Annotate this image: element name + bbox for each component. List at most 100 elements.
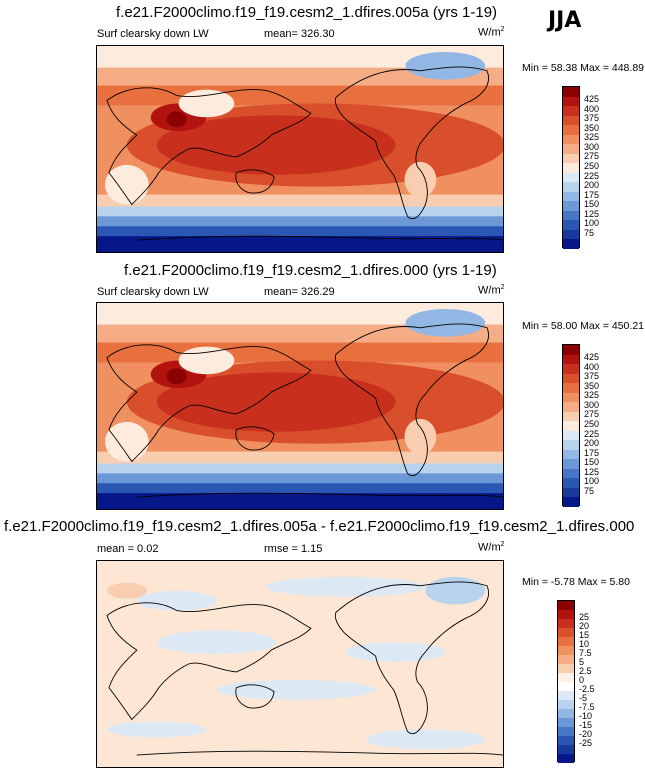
colorbar-swatch <box>558 619 574 628</box>
colorbar-swatch <box>558 610 574 619</box>
panel-1-map <box>96 45 504 253</box>
colorbar-tick-label: 0 <box>579 675 585 685</box>
colorbar-swatch <box>558 700 574 709</box>
colorbar-swatch <box>558 628 574 637</box>
colorbar-swatch <box>558 736 574 745</box>
colorbar-tick-label: 350 <box>584 122 600 133</box>
colorbar-swatch <box>563 411 579 422</box>
colorbar-swatch <box>563 182 579 192</box>
colorbar-tick-label: -25 <box>579 738 593 748</box>
colorbar-tick-label: 350 <box>584 380 600 391</box>
colorbar-swatch <box>558 709 574 718</box>
colorbar-tick-label: -15 <box>579 720 593 730</box>
panel-3-mean: mean = 0.02 <box>97 543 159 555</box>
panel-1-minmax: Min = 58.38 Max = 448.89 <box>522 62 644 74</box>
colorbar-tick-label: 275 <box>584 151 600 162</box>
panel-3-units: W/m2 <box>478 541 505 554</box>
colorbar-swatch <box>563 402 579 412</box>
colorbar-swatch <box>558 745 574 754</box>
colorbar-tick-label: 275 <box>584 409 600 420</box>
panel-1-units: W/m2 <box>478 26 505 39</box>
colorbar-tick-label: 250 <box>584 161 600 171</box>
panel-3-minmax: Min = -5.78 Max = 5.80 <box>522 576 630 588</box>
colorbar-tick-label: 15 <box>579 630 590 640</box>
panel-1-mean: mean= 326.30 <box>264 28 335 40</box>
panel-2-colorbar <box>562 344 580 507</box>
colorbar-swatch <box>563 172 579 183</box>
panel-3-title: f.e21.F2000climo.f19_f19.cesm2_1.dfires.… <box>4 518 635 535</box>
colorbar-tick-label: 300 <box>584 399 600 410</box>
colorbar-tick-label: 325 <box>584 390 600 401</box>
colorbar-tick-label: 225 <box>584 170 600 181</box>
panel-1-title: f.e21.F2000climo.f19_f19.cesm2_1.dfires.… <box>116 4 498 21</box>
colorbar-swatch <box>558 691 574 700</box>
panel-2-units: W/m2 <box>478 284 505 297</box>
colorbar-swatch <box>563 468 579 479</box>
colorbar-tick-label: 200 <box>584 180 600 191</box>
panel-3-map-svg <box>97 561 503 767</box>
colorbar-tick-label: 100 <box>584 476 600 487</box>
colorbar-tick-label: 7.5 <box>579 648 592 658</box>
colorbar-tick-label: 225 <box>584 428 600 439</box>
colorbar-tick-label: -7.5 <box>579 702 595 712</box>
panel-2-variable: Surf clearsky down LW <box>97 286 209 298</box>
colorbar-tick-label: 100 <box>584 218 600 229</box>
colorbar-swatch <box>563 392 579 403</box>
colorbar-swatch <box>563 87 579 97</box>
panel-2-mean: mean= 326.29 <box>264 286 335 298</box>
colorbar-swatch <box>563 487 579 498</box>
colorbar-tick-label: 75 <box>584 485 595 496</box>
colorbar-tick-label: 300 <box>584 141 600 152</box>
colorbar-swatch <box>563 115 579 126</box>
colorbar-swatch <box>563 497 579 507</box>
season-label: JJA <box>548 8 582 33</box>
colorbar-swatch <box>558 637 574 646</box>
colorbar-swatch <box>558 673 574 682</box>
colorbar-tick-label: 400 <box>584 103 600 114</box>
colorbar-tick-label: 250 <box>584 419 600 429</box>
colorbar-tick-label: 5 <box>579 657 585 667</box>
colorbar-tick-label: 175 <box>584 447 600 458</box>
colorbar-tick-label: -5 <box>579 693 588 703</box>
colorbar-tick-label: 2.5 <box>579 666 592 676</box>
colorbar-swatch <box>563 229 579 240</box>
colorbar-tick-label: 175 <box>584 189 600 200</box>
colorbar-tick-label: 75 <box>584 227 595 238</box>
colorbar-tick-label: -20 <box>579 729 593 739</box>
colorbar-tick-label: 400 <box>584 361 600 372</box>
panel-2-map <box>96 302 504 510</box>
panel-2-title: f.e21.F2000climo.f19_f19.cesm2_1.dfires.… <box>124 262 497 279</box>
colorbar-swatch <box>558 601 574 610</box>
colorbar-swatch <box>563 210 579 221</box>
colorbar-tick-label: 10 <box>579 639 590 649</box>
colorbar-swatch <box>563 354 579 365</box>
colorbar-tick-label: 125 <box>584 208 600 219</box>
panel-3-rmse: rmse = 1.15 <box>264 543 323 555</box>
colorbar-swatch <box>563 239 579 249</box>
colorbar-tick-label: 25 <box>579 612 590 622</box>
colorbar-swatch <box>563 449 579 460</box>
colorbar-swatch <box>558 664 574 673</box>
colorbar-tick-label: 150 <box>584 457 600 468</box>
panel-2-minmax: Min = 58.00 Max = 450.21 <box>522 320 644 332</box>
colorbar-swatch <box>563 383 579 393</box>
colorbar-swatch <box>563 96 579 107</box>
colorbar-tick-label: 325 <box>584 132 600 143</box>
colorbar-swatch <box>563 364 579 374</box>
colorbar-swatch <box>558 646 574 655</box>
panel-3-colorbar <box>557 600 575 763</box>
colorbar-swatch <box>558 754 574 763</box>
colorbar-tick-label: 375 <box>584 371 600 382</box>
colorbar-swatch <box>563 421 579 431</box>
colorbar-tick-label: -10 <box>579 711 593 721</box>
colorbar-swatch <box>563 478 579 488</box>
colorbar-tick-label: 200 <box>584 438 600 449</box>
colorbar-swatch <box>558 655 574 664</box>
colorbar-swatch <box>563 106 579 116</box>
panel-2-map-svg <box>97 303 503 509</box>
panel-1-map-svg <box>97 46 503 252</box>
colorbar-swatch <box>563 220 579 230</box>
colorbar-swatch <box>563 163 579 173</box>
colorbar-swatch <box>563 125 579 135</box>
colorbar-swatch <box>563 201 579 211</box>
